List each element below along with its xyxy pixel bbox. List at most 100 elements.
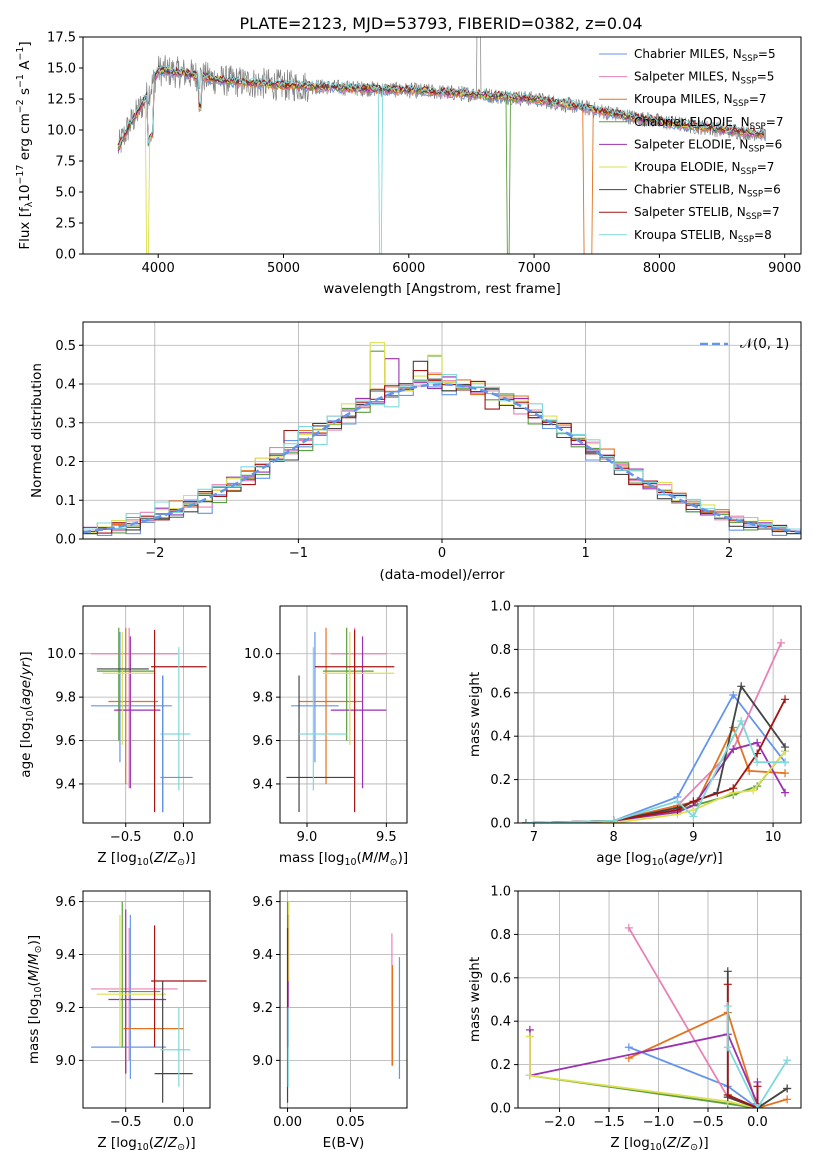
- y-tick-label: 0.4: [490, 1015, 511, 1030]
- x-tick-label: 5000: [267, 261, 300, 276]
- y-tick-label: 9.6: [252, 895, 273, 910]
- age-vs-Z-frame: [82, 605, 211, 824]
- weight-vs-age-marker: [753, 738, 762, 747]
- mass-vs-EBV-ticks: 0.00 0.05 9.0 9.2 9.4 9.6: [252, 895, 365, 1130]
- y-tick-label: 0.2: [490, 1058, 511, 1073]
- weight-vs-age-marker: [753, 758, 762, 767]
- y-tick-label: 9.2: [55, 1001, 76, 1016]
- x-tick-label: 0.0: [173, 830, 194, 845]
- weight-vs-age-marker: [781, 758, 790, 767]
- y-tick-label: 2.5: [55, 217, 76, 232]
- legend-entry-9: Kroupa STELIB, NSSP=8: [634, 228, 772, 245]
- mass-vs-EBV-grid: [280, 891, 407, 1108]
- y-tick-label: 9.0: [55, 1054, 76, 1069]
- y-tick-label: 10.0: [47, 124, 76, 139]
- y-tick-label: 0.6: [490, 686, 511, 701]
- residuals-frame: [82, 321, 802, 540]
- weight-vs-Z-series-9: [726, 1006, 788, 1108]
- observed-spectrum: [117, 37, 767, 154]
- y-tick-label: 7.5: [55, 155, 76, 170]
- x-tick-label: 8: [610, 830, 618, 845]
- weight-vs-age-marker: [781, 695, 790, 704]
- weight-vs-metallicity-panel: −2.0 −1.5 −1.0 −0.5 0.0 0.0 0.2 0.4 0.6 0.8 1.0 Z […: [467, 885, 802, 1153]
- x-tick-label: 4000: [142, 261, 175, 276]
- weight-vs-age-series-1: [525, 693, 786, 823]
- weight-vs-Z-ticks: −2.0 −1.5 −1.0 −0.5 0.0 0.0 0.2 0.4 0.6 0.8 1.0: [490, 885, 767, 1131]
- legend-entry-7: Chabrier STELIB, NSSP=6: [634, 183, 781, 200]
- weight-vs-Z-series-2: [628, 927, 758, 1108]
- y-tick-label: 9.8: [55, 691, 76, 706]
- age-vs-Z-x-axis-label: Z [log10(Z/Z⊙)]: [97, 850, 195, 868]
- mass-vs-Z-errorbars: [91, 901, 207, 1103]
- age-vs-Z-ticks: −0.5 0.0 9.4 9.6 9.8 10.0: [47, 647, 194, 845]
- x-tick-label: 9.0: [297, 830, 318, 845]
- weight-vs-Z-series-5: [529, 1029, 759, 1105]
- y-tick-label: 9.8: [252, 691, 273, 706]
- weight-vs-Z-x-axis-label: Z [log10(Z/Z⊙)]: [610, 1135, 708, 1153]
- y-tick-label: 9.4: [55, 777, 76, 792]
- age-vs-mass-panel: 9.0 9.5 9.4 9.6 9.8 10.0 mass [log10(M/M⊙)]: [244, 605, 408, 868]
- weight-vs-age-marker: [521, 819, 530, 823]
- weight-vs-Z-series-3: [628, 1011, 788, 1108]
- x-tick-label: 9000: [768, 261, 801, 276]
- y-tick-label: 0.0: [490, 1102, 511, 1117]
- legend-entry-2: Salpeter MILES, NSSP=5: [634, 70, 774, 87]
- x-tick-label: 7000: [518, 261, 551, 276]
- x-tick-label: 10: [765, 830, 782, 845]
- x-tick-label: 8000: [643, 261, 676, 276]
- y-tick-label: 9.6: [55, 734, 76, 749]
- x-tick-label: −1.5: [593, 1115, 625, 1130]
- residuals-legend: 𝒩(0, 1): [700, 336, 789, 352]
- age-vs-mass-x-axis-label: mass [log10(M/M⊙)]: [279, 850, 408, 868]
- x-tick-label: −2: [145, 546, 164, 561]
- weight-vs-Z-grid: [518, 890, 801, 1109]
- weight-vs-Z-marker: [753, 1104, 762, 1108]
- y-tick-label: 0.8: [490, 928, 511, 943]
- y-tick-label: 0.4: [490, 730, 511, 745]
- y-tick-label: 5.0: [55, 186, 76, 201]
- weight-vs-Z-frame: [517, 890, 802, 1109]
- y-tick-label: 9.2: [252, 1001, 273, 1016]
- legend-entry-1: Chabrier MILES, NSSP=5: [634, 47, 776, 64]
- weight-vs-Z-marker: [723, 1090, 732, 1099]
- weight-vs-Z-marker: [723, 967, 732, 976]
- y-tick-label: 1.0: [490, 885, 511, 900]
- x-tick-label: 6000: [392, 261, 425, 276]
- weight-vs-Z-lines: [525, 923, 792, 1108]
- weight-vs-age-marker: [737, 717, 746, 726]
- y-tick-label: 15.0: [47, 62, 76, 77]
- x-tick-label: −0.5: [110, 1115, 142, 1130]
- x-tick-label: 0: [438, 546, 446, 561]
- legend-entry-6: Kroupa ELODIE, NSSP=7: [634, 160, 774, 177]
- x-tick-label: 2: [725, 546, 733, 561]
- age-vs-mass-errorbars: [286, 627, 395, 813]
- weight-vs-age-marker: [781, 769, 790, 778]
- y-tick-label: 0.0: [55, 248, 76, 263]
- weight-vs-Z-y-axis-label: mass weight: [467, 957, 483, 1042]
- x-tick-label: −1: [289, 546, 308, 561]
- age-vs-mass-frame: [279, 605, 408, 824]
- y-tick-label: 0.4: [55, 378, 76, 393]
- weight-vs-age-y-axis-label: mass weight: [467, 672, 483, 757]
- weight-vs-age-marker: [749, 786, 758, 795]
- mass-vs-reddening-panel: 0.00 0.05 9.0 9.2 9.4 9.6 E(B-V): [252, 890, 408, 1151]
- mass-vs-metallicity-panel: −0.5 0.0 9.0 9.2 9.4 9.6 Z [log10(Z/Z⊙)] mass […: [26, 890, 211, 1153]
- age-vs-Z-errorbars: [91, 627, 207, 813]
- x-tick-label: 0.00: [273, 1115, 302, 1130]
- y-tick-label: 0.0: [490, 817, 511, 832]
- weight-vs-age-marker: [781, 743, 790, 752]
- y-tick-label: 9.4: [55, 948, 76, 963]
- residuals-x-axis-label: (data-model)/error: [379, 567, 505, 583]
- y-tick-label: 1.0: [490, 600, 511, 615]
- y-tick-label: 0.8: [490, 643, 511, 658]
- spectrum-x-axis-label: wavelength [Angstrom, rest frame]: [323, 281, 561, 297]
- y-tick-label: 10.0: [47, 647, 76, 662]
- spectrum-y-axis-label: Flux [fλ10−17 erg cm−2 s−1 A−1]: [15, 41, 35, 249]
- spectrum-frame: [82, 36, 802, 255]
- weight-vs-age-series-2: [525, 642, 782, 823]
- weight-vs-age-lines: [521, 638, 790, 823]
- weight-vs-Z-series-6: [529, 1036, 758, 1108]
- weight-vs-age-marker: [729, 784, 738, 793]
- y-tick-label: 0.6: [490, 971, 511, 986]
